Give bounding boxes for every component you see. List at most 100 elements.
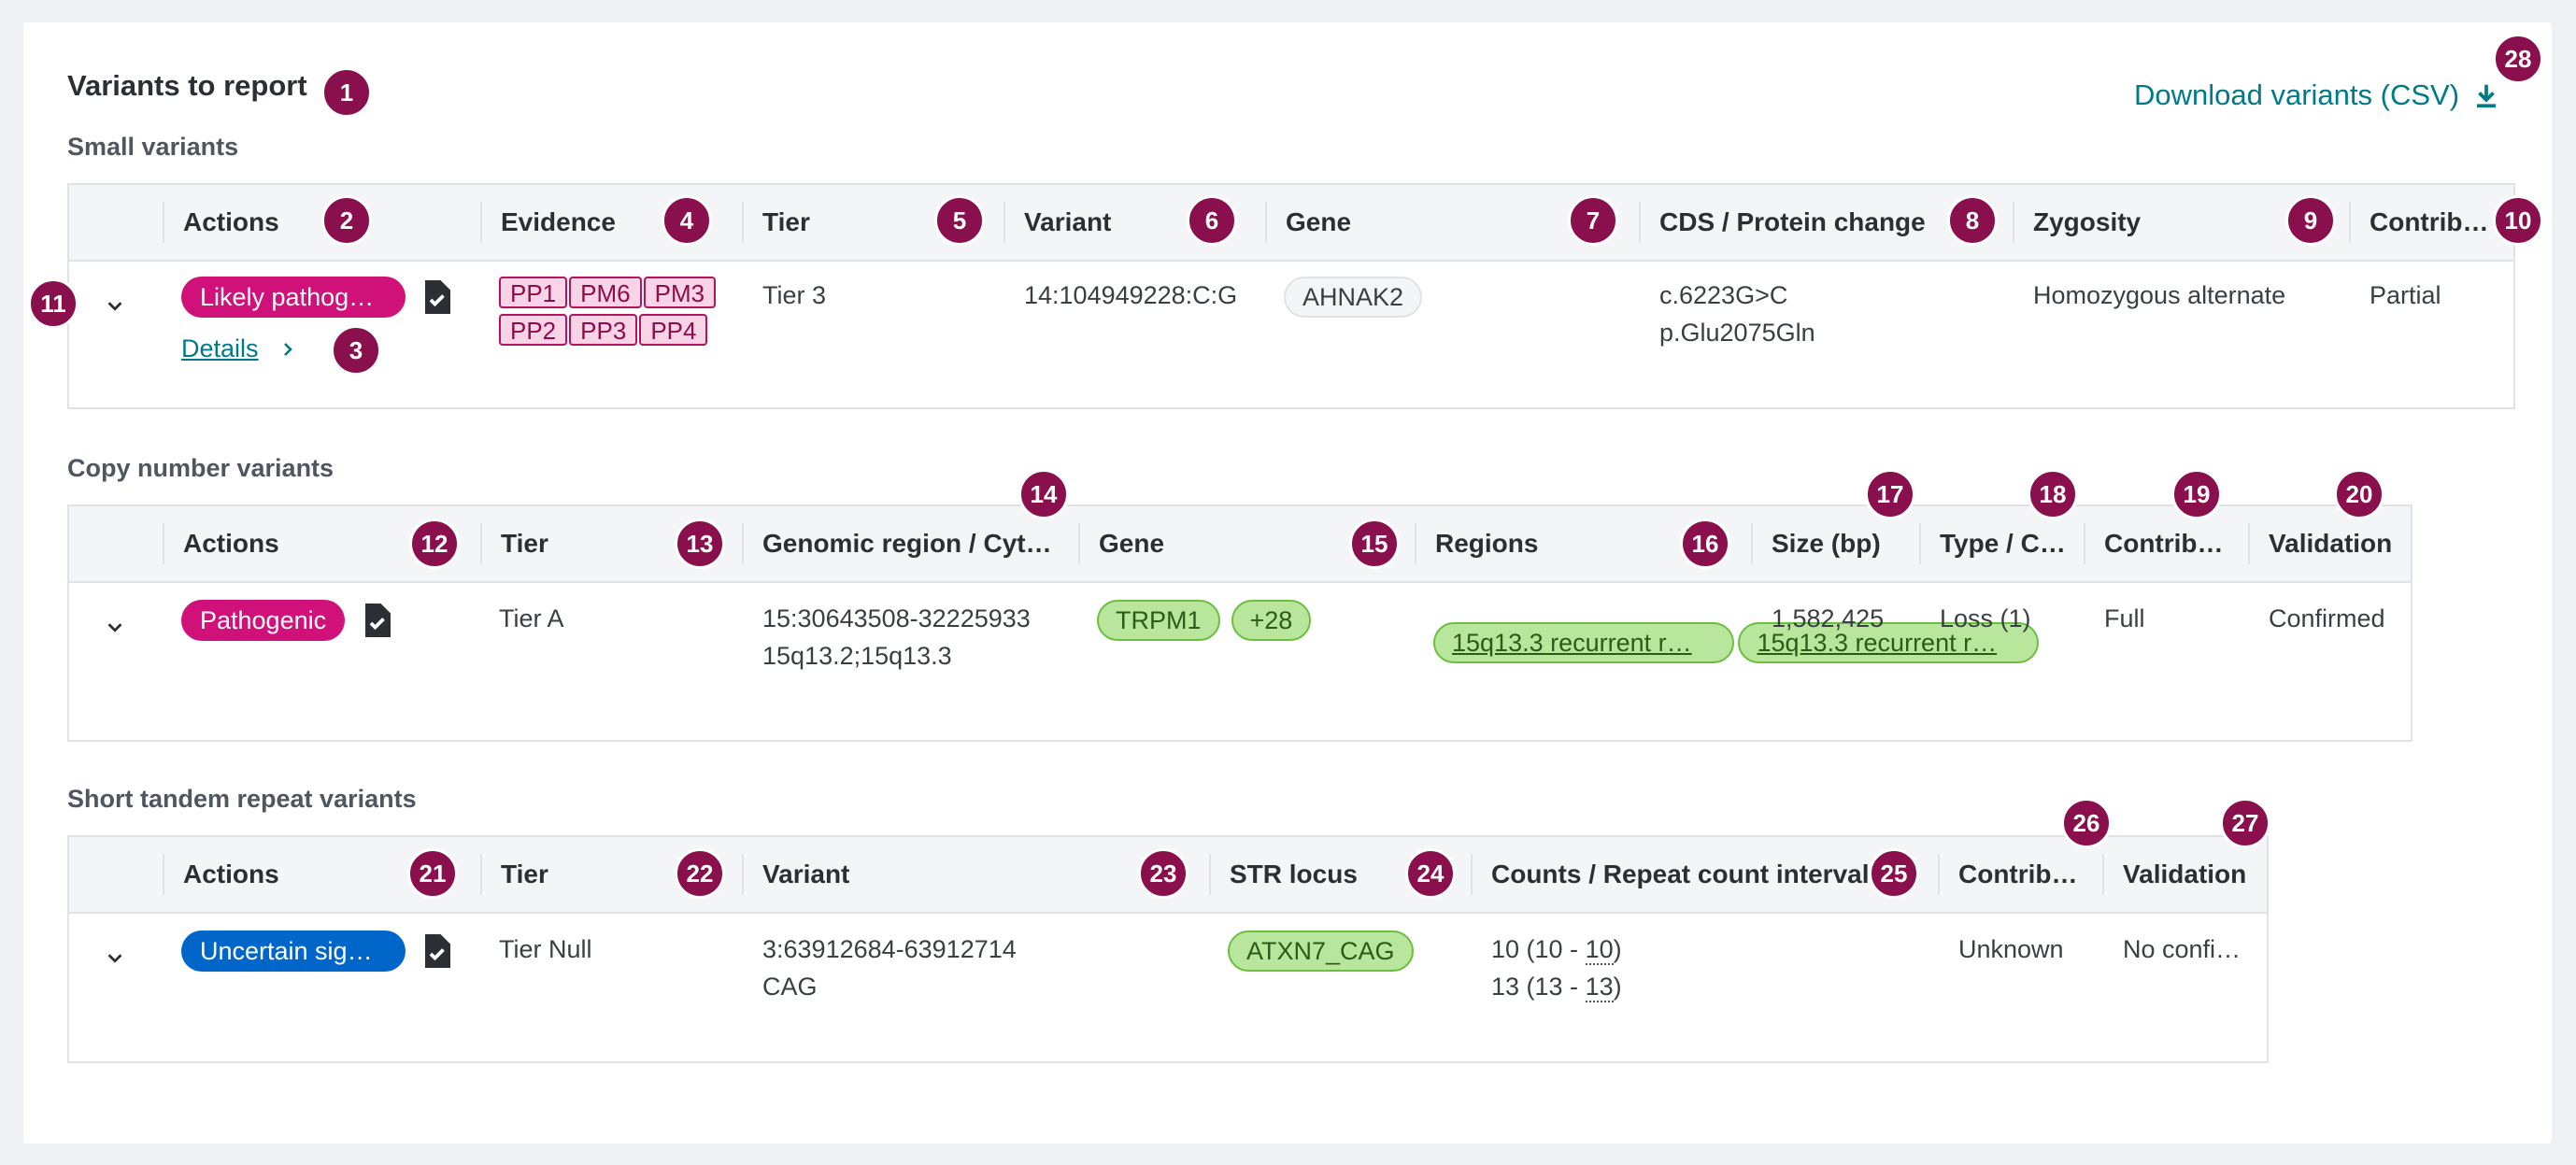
annotation-badge: 13	[675, 519, 725, 569]
validation-value: No confi…	[2123, 935, 2242, 963]
col-contribution: Contrib…	[2084, 523, 2248, 564]
cds-value: c.6223G>C	[1659, 281, 1788, 309]
small-variants-header: Actions Evidence Tier Variant Gene CDS /…	[69, 185, 2513, 262]
chevron-right-icon	[283, 342, 292, 356]
more-genes-chip[interactable]: +28	[1231, 600, 1312, 641]
type-value: Loss (1)	[1940, 604, 2031, 632]
annotation-badge: 26	[2061, 798, 2112, 848]
download-csv-link[interactable]: Download variants (CSV)	[2134, 78, 2500, 112]
validation-value: Confirmed	[2269, 604, 2385, 632]
classification-cell: Pathogenic	[181, 600, 346, 646]
region-value: 15:30643508-32225933	[762, 604, 1031, 632]
contribution-value: Unknown	[1958, 935, 2064, 963]
count-2-prefix: 13 (13 -	[1491, 973, 1586, 1001]
classification-cell: Uncertain sig…	[181, 931, 406, 976]
classification-pill[interactable]: Likely pathog…	[181, 277, 406, 318]
annotation-badge: 17	[1865, 469, 1915, 519]
col-evidence: Evidence	[480, 202, 742, 243]
evidence-tag: PP2	[499, 314, 568, 346]
annotation-badge: 4	[662, 195, 712, 246]
contribution-value: Full	[2104, 604, 2145, 632]
annotation-badge: 3	[331, 325, 381, 376]
region-chip[interactable]: 15q13.3 recurrent r…	[1433, 622, 1734, 663]
count-2: 13 (13 - 13)	[1491, 968, 1622, 1005]
col-actions: Actions	[163, 523, 480, 564]
col-variant: Variant	[1003, 202, 1265, 243]
count-2-suffix: )	[1613, 973, 1622, 1001]
regions-cell: 15q13.3 recurrent r… 15q13.3 recurrent r…	[1433, 600, 2040, 668]
gene-cell: AHNAK2	[1284, 277, 1423, 318]
annotation-badge: 24	[1405, 848, 1456, 899]
region-chip[interactable]: 15q13.3 recurrent r…	[1738, 622, 2040, 663]
annotation-badge: 27	[2220, 798, 2270, 848]
report-document-icon[interactable]	[422, 934, 450, 968]
count-2-upper: 13	[1585, 973, 1614, 1002]
report-document-icon[interactable]	[363, 604, 391, 637]
annotation-badge: 23	[1138, 848, 1188, 899]
classification-pill[interactable]: Uncertain sig…	[181, 931, 406, 972]
variant-value: 3:63912684-63912714	[762, 935, 1017, 963]
motif-value: CAG	[762, 973, 818, 1001]
annotation-badge: 11	[28, 278, 78, 329]
col-regions: Regions	[1415, 523, 1751, 564]
annotation-badge: 19	[2171, 469, 2222, 519]
download-icon	[2477, 84, 2497, 108]
col-counts: Counts / Repeat count interval	[1471, 854, 1938, 895]
col-actions: Actions	[163, 854, 480, 895]
details-link-row[interactable]: Details	[181, 334, 296, 363]
details-link[interactable]: Details	[181, 334, 259, 362]
count-1-prefix: 10 (10 -	[1491, 935, 1586, 963]
annotation-badge: 20	[2334, 469, 2384, 519]
str-locus-chip[interactable]: ATXN7_CAG	[1228, 931, 1414, 972]
str-locus-cell: ATXN7_CAG	[1228, 931, 1414, 976]
variant-value: 14:104949228:C:G	[1024, 281, 1238, 309]
annotation-badge: 21	[407, 848, 458, 899]
annotation-badge: 10	[2493, 195, 2543, 246]
annotation-badge: 28	[2493, 34, 2543, 84]
zygosity-value: Homozygous alternate	[2033, 281, 2286, 309]
expand-row-icon[interactable]	[105, 295, 125, 316]
protein-value: p.Glu2075Gln	[1659, 319, 1815, 347]
small-variants-title: Small variants	[67, 133, 239, 161]
col-str-locus: STR locus	[1209, 854, 1471, 895]
col-actions: Actions	[163, 202, 480, 243]
cnv-title: Copy number variants	[67, 454, 334, 482]
col-validation: Validation	[2248, 523, 2411, 564]
classification-pill[interactable]: Pathogenic	[181, 600, 346, 641]
expand-row-icon[interactable]	[105, 617, 125, 637]
col-size: Size (bp)	[1751, 523, 1919, 564]
download-label: Download variants (CSV)	[2134, 78, 2460, 111]
annotation-badge: 6	[1187, 195, 1237, 246]
annotation-badge: 16	[1680, 519, 1730, 569]
size-value: 1,582,425	[1772, 604, 1885, 632]
col-contribution: Contrib…	[1938, 854, 2102, 895]
annotation-badge: 5	[934, 195, 985, 246]
annotation-badge: 1	[321, 67, 372, 118]
evidence-tag: PM6	[569, 277, 642, 308]
gene-chip[interactable]: TRPM1	[1097, 600, 1220, 641]
count-1: 10 (10 - 10)	[1491, 931, 1622, 968]
col-type: Type / C…	[1919, 523, 2084, 564]
tier-value: Tier A	[499, 604, 564, 632]
gene-cell: TRPM1 +28	[1097, 600, 1312, 641]
tier-value: Tier 3	[762, 281, 827, 309]
evidence-tags: PP1 PM6 PM3 PP2 PP3 PP4	[499, 277, 733, 351]
col-cds-protein: CDS / Protein change	[1639, 202, 2013, 243]
annotation-badge: 8	[1947, 195, 1998, 246]
col-zygosity: Zygosity	[2013, 202, 2349, 243]
col-tier: Tier	[480, 523, 742, 564]
evidence-tag: PP4	[639, 314, 708, 346]
col-tier: Tier	[742, 202, 1003, 243]
str-title: Short tandem repeat variants	[67, 785, 417, 813]
col-contribution: Contrib…	[2349, 202, 2513, 243]
annotation-badge: 7	[1568, 195, 1618, 246]
col-validation: Validation	[2102, 854, 2267, 895]
gene-chip[interactable]: AHNAK2	[1284, 277, 1423, 318]
page-title: Variants to report	[67, 69, 307, 102]
report-document-icon[interactable]	[422, 280, 450, 314]
count-1-upper: 10	[1585, 935, 1614, 965]
col-tier: Tier	[480, 854, 742, 895]
evidence-tag: PM3	[643, 277, 717, 308]
annotation-badge: 25	[1869, 848, 1919, 899]
expand-row-icon[interactable]	[105, 947, 125, 968]
